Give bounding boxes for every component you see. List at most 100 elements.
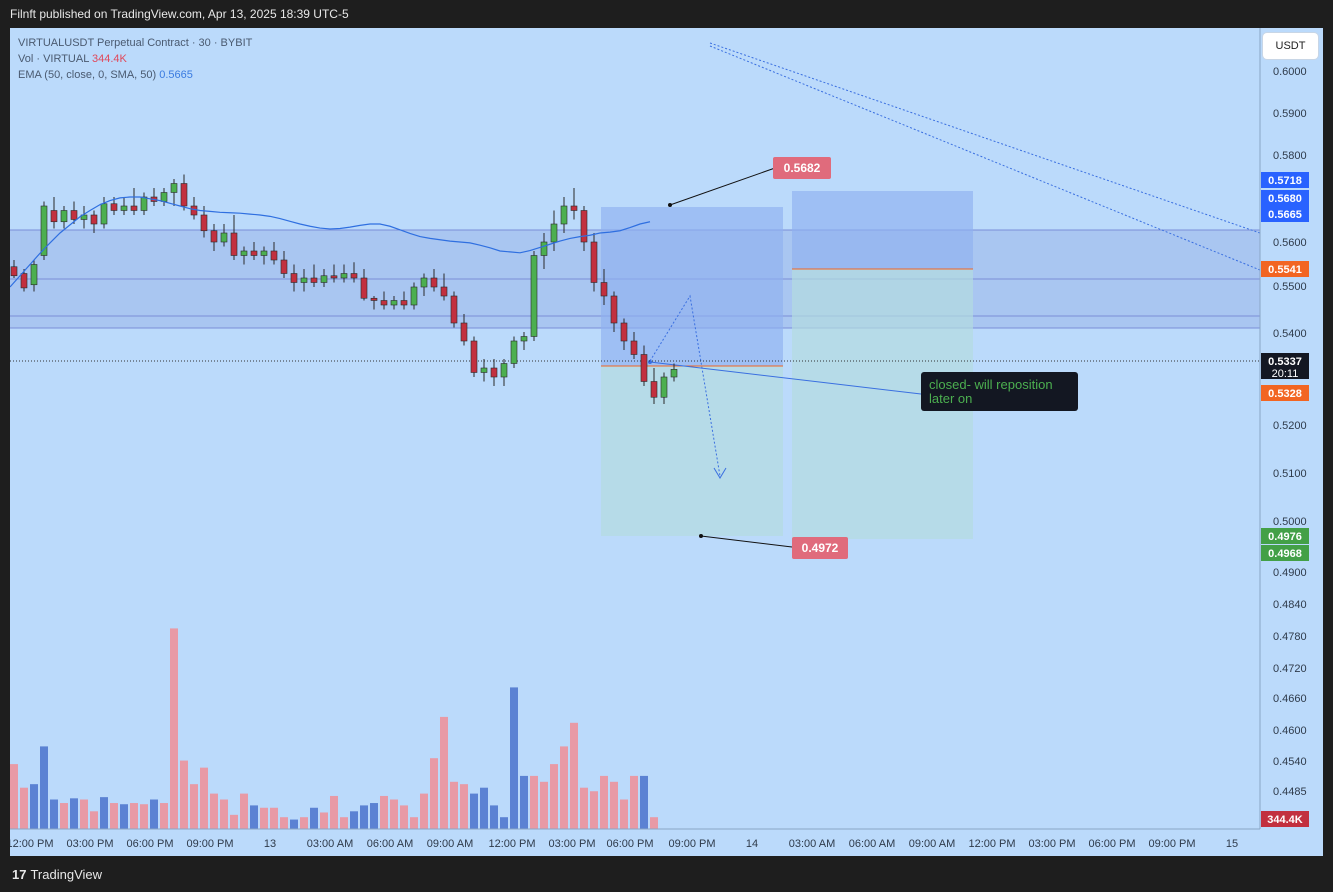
candle-body[interactable] [540,241,548,256]
candle-body[interactable] [310,277,318,283]
volume-bar[interactable] [220,799,228,830]
note-connector-line[interactable] [649,361,922,395]
volume-bar[interactable] [110,803,118,829]
volume-bar[interactable] [280,817,288,829]
volume-bar[interactable] [580,787,588,829]
volume-bar[interactable] [230,814,238,829]
volume-bar[interactable] [200,767,208,829]
candle-body[interactable] [100,203,108,225]
candle-body[interactable] [670,369,678,378]
trendline-1[interactable] [709,42,1261,234]
volume-bar[interactable] [50,799,58,830]
price-label[interactable]: 0.5328 [1268,388,1302,400]
volume-bar[interactable] [590,791,598,829]
candle-body[interactable] [130,205,138,211]
candle-body[interactable] [220,232,228,243]
lower-target-label[interactable]: 0.4972 [802,541,839,555]
upper-target-label-bg[interactable] [773,157,831,179]
candle-body[interactable] [20,273,28,289]
candle-body[interactable] [470,340,478,373]
lower-target-connector[interactable] [700,535,793,548]
volume-bar[interactable] [150,799,158,830]
candle-body[interactable] [140,196,148,211]
candle-body[interactable] [300,277,308,283]
candle-body[interactable] [10,266,18,277]
price-label-bg[interactable] [1261,261,1309,277]
candle-body[interactable] [420,277,428,288]
volume-bar[interactable] [650,817,658,829]
position-risk-box-2[interactable] [792,191,973,269]
price-label-bg[interactable] [1261,528,1309,544]
candle-body[interactable] [650,381,658,398]
ema-line[interactable] [10,196,651,288]
candle-body[interactable] [440,286,448,297]
annotation-note[interactable]: closed- will reposition later on [921,372,1078,411]
candle-body[interactable] [170,183,178,193]
candle-body[interactable] [290,273,298,283]
volume-bar[interactable] [80,799,88,830]
volume-bar[interactable] [330,795,338,829]
candle-body[interactable] [580,210,588,243]
candle-body[interactable] [340,273,348,279]
price-label-bg[interactable] [1261,545,1309,561]
candle-body[interactable] [480,367,488,373]
candle-body[interactable] [330,275,338,279]
candle-body[interactable] [520,336,528,342]
volume-bar[interactable] [250,805,258,829]
candle-body[interactable] [560,205,568,225]
volume-bar[interactable] [120,804,128,829]
candle-body[interactable] [270,250,278,261]
candle-body[interactable] [180,183,188,207]
volume-bar[interactable] [320,812,328,829]
candle-body[interactable] [570,205,578,211]
volume-bar[interactable] [470,793,478,829]
candle-body[interactable] [80,214,88,220]
volume-bar[interactable] [500,817,508,829]
volume-label-bg[interactable] [1261,811,1309,827]
candle-body[interactable] [390,300,398,306]
candle-body[interactable] [110,203,118,211]
volume-bar[interactable] [600,775,608,829]
price-label[interactable]: 0.5718 [1268,175,1302,187]
candle-body[interactable] [530,255,538,337]
volume-bar[interactable] [160,803,168,829]
volume-bar[interactable] [300,817,308,829]
volume-bar[interactable] [70,798,78,829]
volume-bar[interactable] [610,781,618,829]
volume-bar[interactable] [350,811,358,829]
volume-bar[interactable] [210,793,218,829]
candle-body[interactable] [160,192,168,202]
volume-bar[interactable] [40,746,48,829]
candle-body[interactable] [70,210,78,220]
volume-bar[interactable] [510,687,518,829]
candle-body[interactable] [590,241,598,283]
price-label[interactable]: 0.5337 [1268,356,1302,368]
volume-bar[interactable] [190,784,198,829]
upper-target-connector[interactable] [669,167,776,206]
volume-bar[interactable] [480,787,488,829]
volume-bar[interactable] [290,819,298,829]
candle-body[interactable] [120,205,128,211]
candle-body[interactable] [230,232,238,256]
volume-bar[interactable] [340,817,348,829]
volume-bar[interactable] [170,628,178,829]
volume-bar[interactable] [570,722,578,829]
candle-body[interactable] [410,286,418,306]
price-label[interactable]: 0.4968 [1268,548,1302,560]
candle-body[interactable] [40,205,48,256]
candle-body[interactable] [640,354,648,382]
candle-body[interactable] [620,322,628,342]
volume-bar[interactable] [400,805,408,829]
tradingview-logo[interactable]: 17 TradingView [12,867,102,882]
candle-body[interactable] [190,205,198,216]
volume-bar[interactable] [460,784,468,829]
volume-bar[interactable] [620,799,628,830]
price-label-bg[interactable] [1261,172,1309,188]
upper-target-label[interactable]: 0.5682 [784,161,821,175]
candle-body[interactable] [380,300,388,306]
candle-body[interactable] [350,273,358,279]
price-label[interactable]: 0.5680 [1268,193,1302,205]
candle-body[interactable] [460,322,468,342]
candle-body[interactable] [250,250,258,256]
volume-bar[interactable] [240,793,248,829]
